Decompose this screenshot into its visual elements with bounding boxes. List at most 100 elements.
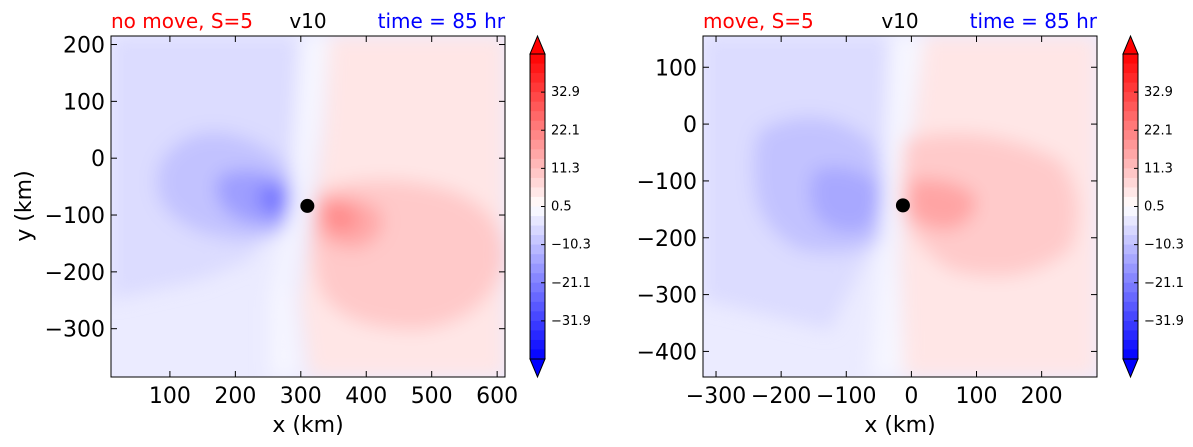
contour-field-no-move	[111, 36, 505, 377]
colorbar-level	[1123, 92, 1138, 103]
x-tick-label: 100	[149, 384, 191, 409]
colorbar-extend-max	[1122, 34, 1139, 55]
colorbar-level	[1123, 120, 1138, 131]
panel-title-left: no move, S=5	[111, 9, 253, 33]
colorbar-level	[1123, 54, 1138, 65]
colorbar-level	[530, 292, 545, 303]
colorbar-level	[530, 301, 545, 312]
y-tick-label: 0	[683, 113, 697, 138]
colorbar-level	[530, 111, 545, 122]
storm-center-marker	[300, 198, 315, 213]
colorbar-level	[530, 320, 545, 331]
colorbar-level	[1123, 254, 1138, 265]
colorbar-level	[1123, 101, 1138, 112]
x-tick-label: 600	[476, 384, 518, 409]
colorbar-extend-max	[529, 34, 546, 55]
colorbar-level	[530, 330, 545, 341]
x-tick-label: 500	[411, 384, 453, 409]
colorbar-level	[530, 263, 545, 274]
pos-lobe-inner	[908, 179, 976, 230]
colorbar-level	[530, 120, 545, 131]
y-tick-label: 100	[63, 90, 105, 115]
colorbar-level	[1123, 177, 1138, 188]
axis-ticks: 100 200 300 400 500 600 200 100 0 −100 −200 −300	[45, 34, 519, 409]
colorbar-level	[1123, 63, 1138, 74]
colorbar-level	[1123, 244, 1138, 255]
pos-lobe-mid	[900, 133, 1078, 277]
y-tick-label: 200	[63, 34, 105, 59]
panel-title-right: time = 85 hr	[378, 9, 506, 33]
colorbar-tick-label: 22.1	[1144, 123, 1173, 138]
colorbar-level	[530, 63, 545, 74]
x-tick-label: 300	[280, 384, 322, 409]
colorbar-tick-label: 11.3	[551, 161, 580, 176]
colorbar-level	[530, 82, 545, 93]
neg-lobe-inner	[810, 167, 881, 233]
colorbar-level	[1123, 196, 1138, 207]
colorbar-level	[1123, 139, 1138, 150]
colorbar-level	[1123, 216, 1138, 227]
colorbar-extend-min	[1122, 358, 1139, 379]
colorbar-level	[530, 339, 545, 350]
colorbar-level	[1123, 292, 1138, 303]
colorbar-level	[1123, 235, 1138, 246]
x-tick-label: 200	[1021, 384, 1063, 409]
colorbar-level	[530, 177, 545, 188]
colorbar-level	[530, 273, 545, 284]
colorbar-tick-label: −21.1	[1144, 276, 1184, 291]
panel-no-move: 100 200 300 400 500 600 200 100 0 −100 −200 −300 no…	[12, 9, 518, 438]
colorbar-level	[530, 206, 545, 217]
colorbar-level	[1123, 149, 1138, 160]
colorbar-level	[530, 235, 545, 246]
colorbar-level	[530, 244, 545, 255]
panel-title-center: v10	[289, 9, 326, 33]
pos-lobe-core	[322, 203, 358, 232]
neutral-band	[270, 36, 330, 377]
colorbar-tick-label: 0.5	[1144, 200, 1165, 215]
colorbar-level	[1123, 225, 1138, 236]
x-tick-label: 200	[214, 384, 256, 409]
colorbar-level	[530, 54, 545, 65]
x-axis-label: x (km)	[272, 413, 343, 438]
colorbar-tick-label: −10.3	[1144, 238, 1184, 253]
x-tick-label: −100	[816, 384, 876, 409]
colorbar-level	[1123, 73, 1138, 84]
x-tick-label: 0	[904, 384, 918, 409]
axes-frame	[702, 35, 1098, 378]
colorbar-level	[1123, 168, 1138, 179]
colorbar-tick-label: 32.9	[1144, 85, 1173, 100]
colorbar-level	[530, 130, 545, 141]
storm-center-marker	[895, 198, 910, 213]
x-tick-label: 100	[956, 384, 998, 409]
colorbar-level	[530, 196, 545, 207]
colorbar-level	[1123, 349, 1138, 360]
colorbar-level	[1123, 339, 1138, 350]
y-tick-label: −100	[45, 204, 105, 229]
colorbar-level	[530, 282, 545, 293]
colorbar-tick-label: 22.1	[551, 123, 580, 138]
y-tick-label: 0	[91, 147, 105, 172]
colorbar-level	[530, 101, 545, 112]
colorbar-level	[1123, 273, 1138, 284]
axes-frame	[110, 35, 506, 378]
colorbar-level	[530, 158, 545, 169]
colorbar-level	[1123, 82, 1138, 93]
colorbar-level	[530, 311, 545, 322]
colorbar-level	[1123, 206, 1138, 217]
colorbar-level	[1123, 301, 1138, 312]
colorbar-level	[1123, 187, 1138, 198]
colorbar-tick-label: −21.1	[551, 276, 591, 291]
colorbar-level	[530, 254, 545, 265]
colorbar-level	[530, 73, 545, 84]
colorbar-level	[1123, 330, 1138, 341]
colorbar-level	[530, 92, 545, 103]
colorbar-level	[530, 168, 545, 179]
colorbar-level	[1123, 158, 1138, 169]
colorbar-tick-label: −10.3	[551, 238, 591, 253]
x-tick-label: −200	[751, 384, 811, 409]
colorbar-tick-label: 0.5	[551, 200, 572, 215]
x-tick-label: −300	[686, 384, 746, 409]
y-tick-label: −300	[45, 318, 105, 343]
x-axis-label: x (km)	[864, 413, 935, 438]
colorbar-level	[530, 225, 545, 236]
